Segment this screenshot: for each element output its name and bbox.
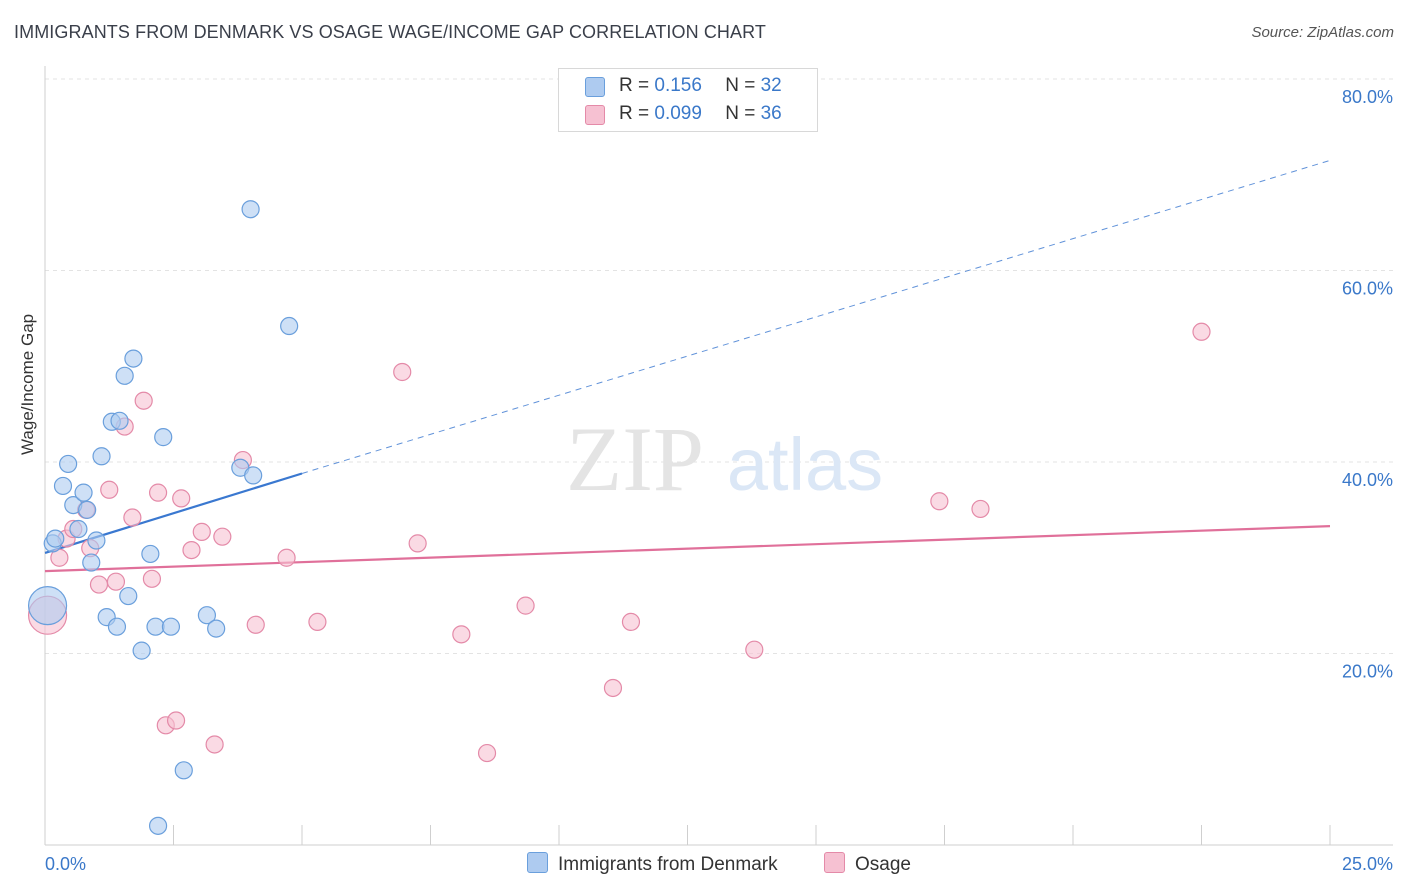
point-osage: [213, 527, 232, 546]
legend-r-value: 0.156: [654, 75, 702, 96]
point-denmark: [207, 619, 226, 638]
point-denmark: [119, 586, 138, 606]
point-denmark: [59, 454, 78, 474]
point-denmark: [146, 617, 165, 636]
legend-n-label: N =: [725, 75, 761, 96]
point-denmark: [78, 500, 97, 519]
point-osage: [516, 596, 535, 615]
point-denmark: [174, 761, 193, 780]
point-osage: [205, 735, 224, 754]
point-osage: [452, 625, 471, 644]
point-denmark: [27, 586, 68, 626]
point-osage: [148, 483, 168, 502]
point-osage: [142, 569, 162, 588]
point-denmark: [92, 447, 111, 466]
chart-title: IMMIGRANTS FROM DENMARK VS OSAGE WAGE/IN…: [14, 22, 767, 42]
point-osage: [100, 480, 119, 499]
point-denmark: [241, 200, 260, 219]
point-denmark: [115, 366, 134, 385]
tick-labels: 20.0% 40.0% 60.0% 80.0% 0.0% 25.0%: [45, 87, 1393, 874]
trend-line-osage: [44, 525, 1331, 573]
point-osage: [172, 489, 191, 508]
point-osage: [971, 499, 990, 519]
point-denmark: [148, 816, 168, 835]
gridlines: [45, 78, 1393, 654]
point-osage: [408, 534, 427, 553]
point-osage: [277, 548, 296, 567]
point-osage: [621, 612, 641, 632]
source-label: Source: ZipAtlas.com: [1251, 24, 1394, 41]
y-tick-label: 60.0%: [1342, 279, 1393, 299]
watermark: ZIP atlas: [566, 408, 883, 510]
point-osage: [134, 391, 153, 410]
bottom-legend-denmark: Immigrants from Denmark: [527, 852, 778, 876]
bottom-legend-swatch-pink: [824, 852, 845, 873]
point-denmark: [244, 466, 263, 485]
watermark-atlas: atlas: [727, 423, 883, 506]
point-osage: [477, 743, 497, 763]
trend-line-denmark-extension: [301, 159, 1331, 474]
legend-n-value: 32: [760, 75, 782, 96]
point-osage: [308, 612, 327, 632]
point-osage: [930, 492, 949, 511]
point-denmark: [69, 519, 88, 539]
point-denmark: [197, 606, 217, 625]
point-osage: [745, 640, 764, 659]
data-points: [27, 200, 1211, 835]
point-osage: [166, 711, 186, 730]
y-tick-label: 80.0%: [1342, 87, 1393, 107]
point-denmark: [161, 617, 181, 636]
bottom-legend-label: Immigrants from Denmark: [558, 854, 778, 875]
x-tick-label-max: 25.0%: [1342, 854, 1393, 874]
point-denmark: [53, 476, 73, 496]
legend-r-value: 0.099: [654, 103, 702, 124]
point-osage: [123, 508, 142, 527]
bottom-legend-osage: Osage: [824, 852, 911, 876]
axes: [44, 66, 1393, 846]
point-osage: [106, 572, 126, 591]
legend-swatch-pink: [585, 105, 605, 125]
point-denmark: [110, 411, 129, 430]
point-osage: [192, 522, 211, 541]
y-tick-label: 20.0%: [1342, 662, 1393, 682]
point-denmark: [154, 428, 173, 447]
point-denmark: [74, 483, 93, 502]
point-osage: [246, 615, 265, 634]
y-axis-label: Wage/Income Gap: [18, 313, 37, 455]
legend-n-label: N =: [725, 103, 761, 124]
y-tick-label: 40.0%: [1342, 470, 1393, 490]
legend-row-denmark: R = 0.156 N = 32: [585, 75, 782, 97]
point-denmark: [124, 349, 143, 368]
x-tick-label-min: 0.0%: [45, 854, 86, 874]
correlation-legend: R = 0.156 N = 32 R = 0.099 N = 36: [558, 68, 818, 132]
legend-n-value: 36: [760, 103, 782, 124]
point-denmark: [46, 529, 65, 548]
point-osage: [1192, 322, 1211, 341]
point-denmark: [141, 544, 160, 564]
watermark-zip: ZIP: [566, 408, 704, 510]
point-denmark: [280, 316, 299, 336]
legend-row-osage: R = 0.099 N = 36: [585, 103, 782, 125]
bottom-legend-label: Osage: [855, 854, 911, 875]
bottom-legend-swatch-blue: [527, 852, 548, 873]
point-denmark: [87, 531, 106, 550]
point-osage: [89, 575, 109, 594]
point-denmark: [82, 553, 101, 572]
point-denmark: [132, 641, 151, 660]
point-osage: [603, 678, 623, 698]
legend-r-label: R =: [619, 75, 655, 96]
point-denmark: [107, 617, 127, 636]
point-osage: [182, 540, 201, 560]
legend-r-label: R =: [619, 103, 655, 124]
legend-swatch-blue: [585, 77, 605, 97]
point-osage: [393, 362, 412, 382]
